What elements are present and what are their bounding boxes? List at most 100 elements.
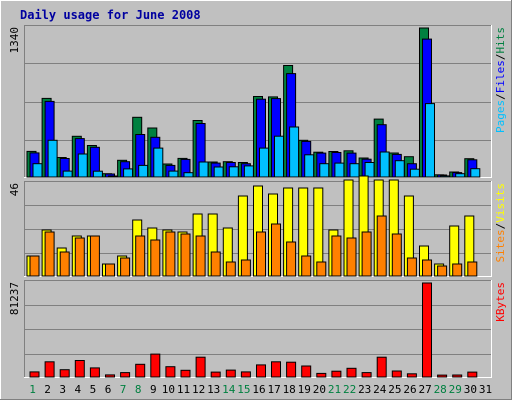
kbytes-bar <box>256 364 266 378</box>
day-label: 8 <box>135 383 142 396</box>
day-label: 14 <box>222 383 236 396</box>
sites-bar <box>59 251 70 277</box>
day-label: 21 <box>328 383 341 396</box>
pages-bar <box>440 175 451 178</box>
max-value-label: 46 <box>8 183 21 196</box>
kbytes-bar <box>240 371 251 378</box>
pages-bar <box>243 165 254 178</box>
sites-bar <box>105 263 115 277</box>
pages-bar <box>62 170 73 178</box>
sites-bar <box>286 241 297 277</box>
pages-bar <box>213 166 224 178</box>
pages-bar <box>183 172 194 178</box>
kbytes-bar <box>437 374 448 378</box>
sites-bar <box>376 215 387 277</box>
chart-title: Daily usage for June 2008 <box>20 8 201 22</box>
legend-item: Files <box>494 60 507 93</box>
sites-bar <box>135 235 146 277</box>
legend-item: / <box>494 93 507 100</box>
legend-item: KBytes <box>494 282 507 322</box>
pages-bar <box>470 168 481 178</box>
pages-bar <box>409 168 420 178</box>
day-label: 3 <box>59 383 66 396</box>
day-label: 19 <box>298 383 311 396</box>
pages-bar <box>92 170 103 178</box>
sites-bar <box>271 223 281 277</box>
day-label: 27 <box>418 383 431 396</box>
sites-bar <box>406 257 417 277</box>
pages-bar <box>168 170 179 178</box>
pages-bar <box>455 173 466 178</box>
max-value-label: 1340 <box>8 27 21 54</box>
pages-bar <box>138 164 149 178</box>
pages-bar <box>334 162 345 178</box>
pages-bar <box>274 135 284 178</box>
sites-bar <box>346 237 357 277</box>
day-label: 4 <box>74 383 81 396</box>
kbytes-bar <box>467 371 478 378</box>
day-label: 26 <box>403 383 416 396</box>
kbytes-bar <box>180 369 191 378</box>
day-label: 13 <box>207 383 220 396</box>
kbytes-bar <box>391 370 402 378</box>
sites-bar <box>150 239 161 277</box>
day-label: 31 <box>479 383 492 396</box>
pages-bar <box>304 154 315 178</box>
kbytes-bar <box>150 353 161 378</box>
kbytes-bar <box>89 367 100 378</box>
pages-bar <box>32 163 43 178</box>
day-label: 28 <box>434 383 447 396</box>
sites-bar <box>165 231 176 277</box>
day-label: 17 <box>267 383 280 396</box>
pages-bar <box>425 103 435 178</box>
kbytes-bar <box>210 371 221 378</box>
day-label: 6 <box>105 383 112 396</box>
pages-bar <box>47 139 58 178</box>
sites-bar <box>44 231 55 277</box>
day-label: 22 <box>343 383 356 396</box>
sites-bar <box>256 231 266 277</box>
pages-bar <box>349 163 360 178</box>
kbytes-bar <box>59 369 70 378</box>
sites-bar <box>316 261 327 277</box>
day-label: 30 <box>464 383 477 396</box>
pages-bar <box>364 162 375 178</box>
sites-bar <box>331 235 342 277</box>
legend-label: KBytes <box>494 282 507 322</box>
legend-item: Visits <box>494 183 507 223</box>
kbytes-bar <box>225 369 236 378</box>
day-label: 23 <box>358 383 371 396</box>
pages-bar <box>319 163 330 178</box>
day-label: 11 <box>177 383 190 396</box>
day-label: 15 <box>237 383 250 396</box>
panel-3: 81237 KBytes <box>8 280 507 378</box>
kbytes-bar <box>376 356 387 378</box>
kbytes-bar <box>120 372 131 378</box>
pages-bar <box>379 151 390 178</box>
sites-bar <box>225 261 236 277</box>
legend-label: Sites/Visits <box>494 183 507 263</box>
kbytes-bar <box>361 372 372 378</box>
pages-bar <box>394 160 405 178</box>
sites-bar <box>437 265 448 277</box>
pages-bar <box>108 175 118 178</box>
pages-bar <box>77 153 88 178</box>
legend-item: / <box>494 54 507 61</box>
sites-bar <box>452 263 463 277</box>
pages-bar <box>123 168 134 178</box>
sites-bar <box>120 257 131 277</box>
day-label: 5 <box>90 383 97 396</box>
kbytes-bar <box>165 366 176 378</box>
kbytes-bar <box>286 361 297 378</box>
pages-bar <box>289 126 300 178</box>
kbytes-bar <box>195 356 206 378</box>
sites-bar <box>301 255 312 277</box>
legend-item: Pages <box>494 100 507 133</box>
kbytes-bar <box>452 374 463 378</box>
sites-bar <box>467 261 478 277</box>
kbytes-bar <box>74 360 85 378</box>
day-label: 10 <box>162 383 175 396</box>
kbytes-bar <box>406 373 417 378</box>
